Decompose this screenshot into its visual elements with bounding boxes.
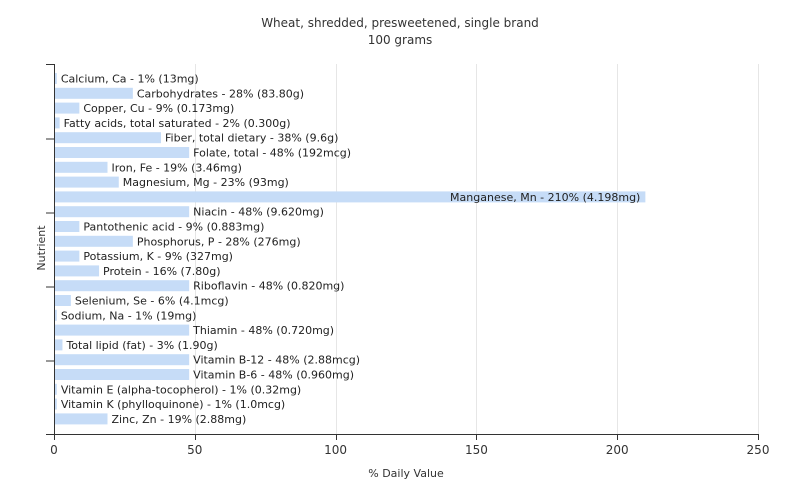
bar-label: Protein - 16% (7.80g) (103, 265, 221, 278)
x-tick-label: 200 (606, 443, 629, 457)
bar-label: Vitamin B-6 - 48% (0.960mg) (193, 369, 354, 382)
bar (54, 309, 57, 321)
bar (54, 280, 190, 292)
bar (54, 191, 646, 203)
bar (54, 176, 119, 188)
bar (54, 147, 190, 158)
bar-label: Potassium, K - 9% (327mg) (83, 250, 233, 263)
bar (54, 295, 71, 306)
chart-subtitle: 100 grams (368, 33, 433, 47)
bar (54, 87, 133, 99)
bar-label: Iron, Fe - 19% (3.46mg) (112, 161, 242, 174)
bar-label: Magnesium, Mg - 23% (93mg) (123, 176, 289, 189)
bar (54, 102, 80, 114)
bar (54, 265, 100, 277)
bar-label: Pantothenic acid - 9% (0.883mg) (83, 221, 264, 234)
bar (54, 235, 133, 247)
bar-label: Vitamin B-12 - 48% (2.88mcg) (193, 354, 360, 367)
bar (54, 161, 108, 173)
bar (54, 339, 63, 351)
gridlines (195, 64, 759, 434)
bar-label: Manganese, Mn - 210% (4.198mg) (450, 191, 640, 204)
bar (54, 369, 190, 380)
bar-label: Thiamin - 48% (0.720mg) (192, 324, 334, 337)
bar-label: Selenium, Se - 6% (4.1mcg) (75, 295, 229, 308)
bar (54, 250, 80, 262)
bar (54, 354, 190, 366)
chart-title: Wheat, shredded, presweetened, single br… (261, 16, 539, 30)
bar-label: Calcium, Ca - 1% (13mg) (61, 73, 199, 86)
bars (54, 73, 646, 425)
bar-label: Niacin - 48% (9.620mg) (193, 206, 324, 219)
x-tick-label: 250 (747, 443, 770, 457)
x-tick-label: 0 (50, 443, 58, 457)
bar-label: Riboflavin - 48% (0.820mg) (193, 280, 344, 293)
bar (54, 132, 162, 144)
bar (54, 73, 57, 84)
bar (54, 221, 80, 232)
x-tick-label: 150 (465, 443, 488, 457)
y-axis-title: Nutrient (35, 225, 48, 271)
bar-label: Zinc, Zn - 19% (2.88mg) (112, 413, 247, 426)
bar-label: Carbohydrates - 28% (83.80g) (137, 87, 304, 100)
bar-label: Fatty acids, total saturated - 2% (0.300… (64, 117, 291, 130)
x-tick-label: 50 (187, 443, 202, 457)
bar-label: Copper, Cu - 9% (0.173mg) (83, 102, 234, 115)
x-tick-label: 100 (324, 443, 347, 457)
bar (54, 383, 57, 395)
bar-label: Total lipid (fat) - 3% (1.90g) (65, 339, 217, 352)
x-axis-title: % Daily Value (368, 467, 444, 480)
bar (54, 117, 60, 129)
bar-label: Sodium, Na - 1% (19mg) (61, 309, 197, 322)
bar (54, 324, 190, 336)
bar-label: Fiber, total dietary - 38% (9.6g) (165, 132, 338, 145)
bar-labels: Calcium, Ca - 1% (13mg)Carbohydrates - 2… (61, 73, 641, 426)
axes: 0 50 100 150 200 250 (46, 64, 769, 457)
bar-label: Vitamin K (phylloquinone) - 1% (1.0mcg) (61, 398, 285, 411)
bar (54, 413, 108, 425)
bar (54, 398, 57, 410)
bar (54, 206, 190, 218)
bar-label: Folate, total - 48% (192mcg) (193, 147, 351, 160)
bar-label: Phosphorus, P - 28% (276mg) (137, 235, 301, 248)
bar-label: Vitamin E (alpha-tocopherol) - 1% (0.32m… (61, 383, 301, 396)
